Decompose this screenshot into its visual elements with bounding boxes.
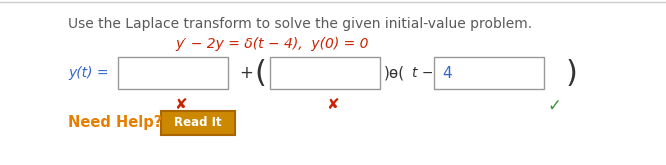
- FancyBboxPatch shape: [434, 57, 544, 89]
- Text: ✘: ✘: [326, 97, 340, 112]
- Text: ✓: ✓: [547, 97, 561, 115]
- Text: Need Help?: Need Help?: [68, 115, 163, 131]
- Text: +: +: [239, 64, 253, 82]
- Text: )ɵ(: )ɵ(: [384, 66, 405, 81]
- Text: y′ − 2y = δ(t − 4),  y(0) = 0: y′ − 2y = δ(t − 4), y(0) = 0: [175, 37, 368, 51]
- Text: 4: 4: [442, 66, 452, 81]
- Text: (: (: [254, 59, 266, 87]
- Text: t −: t −: [412, 66, 434, 80]
- Text: ✘: ✘: [174, 97, 187, 112]
- Text: Use the Laplace transform to solve the given initial-value problem.: Use the Laplace transform to solve the g…: [68, 17, 532, 31]
- FancyBboxPatch shape: [270, 57, 380, 89]
- FancyBboxPatch shape: [118, 57, 228, 89]
- FancyBboxPatch shape: [55, 5, 661, 160]
- Text: Read It: Read It: [174, 116, 222, 130]
- Text: ): ): [566, 59, 578, 87]
- FancyBboxPatch shape: [161, 111, 235, 135]
- Text: y(t) =: y(t) =: [68, 66, 109, 80]
